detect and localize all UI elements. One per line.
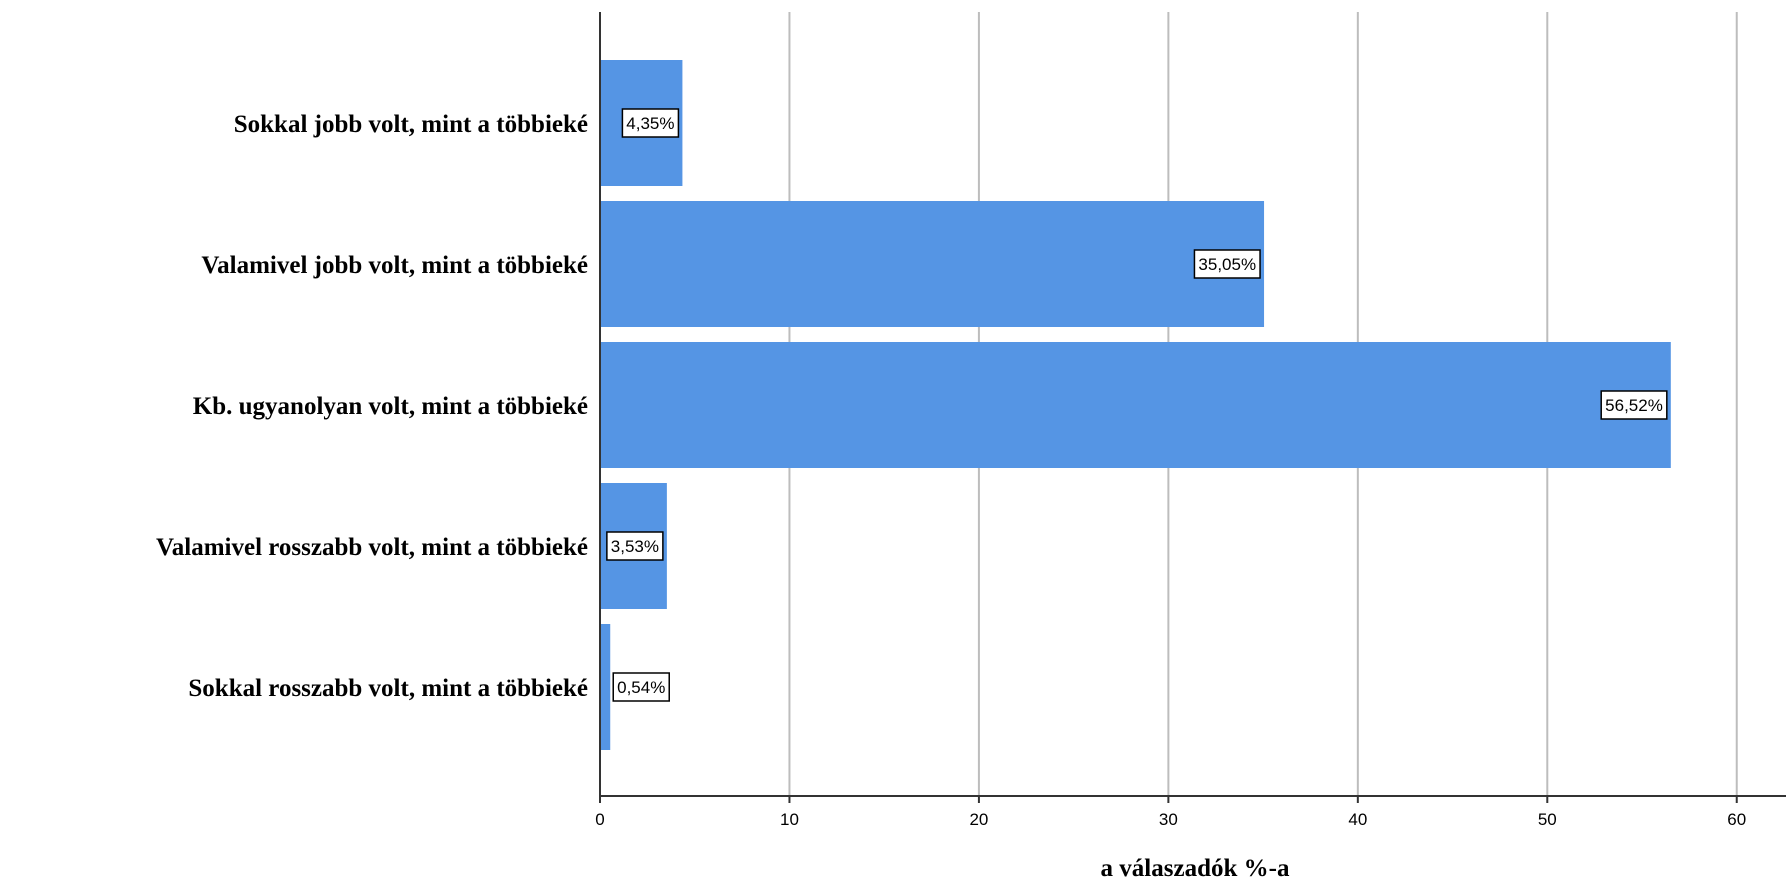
x-tick-label: 30 (1159, 810, 1178, 829)
data-label: 35,05% (1193, 249, 1261, 279)
data-label-text: 56,52% (1605, 396, 1663, 415)
data-label: 56,52% (1600, 390, 1668, 420)
category-label: Valamivel rosszabb volt, mint a többieké (156, 534, 588, 561)
data-label-box (606, 531, 664, 561)
data-label-box (1600, 390, 1668, 420)
x-tick-label: 0 (595, 810, 604, 829)
data-label: 4,35% (621, 108, 680, 138)
data-label-text: 0,54% (617, 678, 665, 697)
data-label-box (1193, 249, 1261, 279)
bar (600, 342, 1671, 468)
bar (600, 201, 1265, 327)
data-label-text: 4,35% (626, 114, 674, 133)
bars (600, 60, 1671, 750)
x-axis-title: a válaszadók %-a (1101, 855, 1290, 882)
labels: 0 10 20 30 40 50 60 Sokkal jobb volt, mint a tö… (156, 108, 1746, 829)
category-label: Sokkal rosszabb volt, mint a többieké (188, 675, 588, 702)
data-label-text: 3,53% (611, 537, 659, 556)
data-label: 3,53% (606, 531, 664, 561)
x-tick-label: 40 (1348, 810, 1367, 829)
axes (599, 12, 1786, 803)
x-tick-label: 60 (1727, 810, 1746, 829)
category-label: Valamivel jobb volt, mint a többieké (201, 252, 588, 279)
data-label-box (621, 108, 680, 138)
category-label: Kb. ugyanolyan volt, mint a többieké (193, 393, 588, 420)
x-tick-label: 20 (969, 810, 988, 829)
category-label: Sokkal jobb volt, mint a többieké (234, 111, 588, 138)
x-tick-label: 50 (1538, 810, 1557, 829)
data-label-text: 35,05% (1198, 255, 1256, 274)
data-label-box (612, 672, 670, 702)
x-tick-label: 10 (780, 810, 799, 829)
bar (600, 624, 611, 750)
data-label: 0,54% (612, 672, 670, 702)
